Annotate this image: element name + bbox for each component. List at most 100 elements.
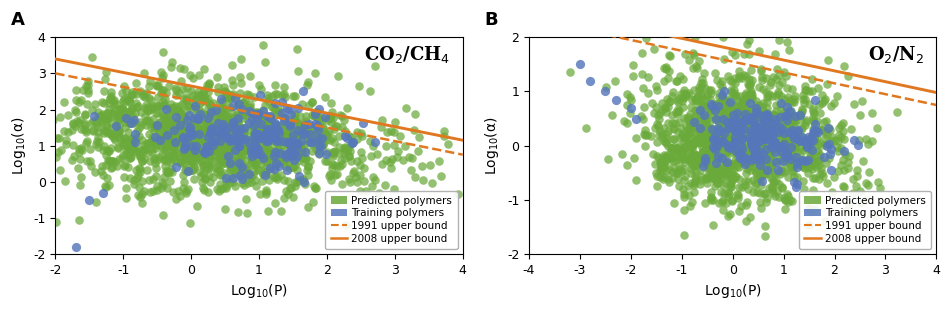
Point: [753, 206, 769, 210]
Point: [229, 112, 244, 117]
Point: [755, 129, 770, 134]
Point: [190, 93, 205, 98]
Point: [750, 111, 766, 116]
Point: [225, 121, 240, 126]
Point: [157, 124, 172, 129]
Point: [257, 148, 273, 153]
Point: [397, 143, 412, 148]
Point: [737, 149, 752, 154]
Point: [201, 148, 217, 153]
Point: [198, 129, 213, 134]
Point: [193, 135, 208, 140]
Point: [222, 149, 238, 154]
Point: [798, 119, 813, 124]
Point: [260, 208, 276, 213]
Point: [350, 159, 365, 164]
Point: [308, 146, 323, 151]
Point: [754, 148, 770, 153]
Point: [815, 100, 830, 105]
Point: [257, 145, 273, 150]
Point: [243, 155, 258, 160]
Point: [221, 144, 237, 149]
Point: [156, 126, 171, 131]
Point: [743, 89, 758, 94]
Point: [749, 159, 764, 164]
Point: [657, 159, 673, 164]
Point: [307, 113, 322, 118]
Point: [186, 116, 201, 121]
Point: [648, 170, 663, 175]
Point: [187, 151, 202, 156]
Point: [733, 126, 749, 131]
Point: [784, 199, 799, 204]
Point: [717, 115, 732, 120]
Point: [741, 51, 756, 56]
Point: [247, 178, 262, 183]
Point: [712, 90, 727, 95]
Point: [676, 233, 692, 238]
Point: [764, 147, 779, 152]
Point: [136, 146, 151, 151]
Point: [671, 106, 686, 111]
Point: [755, 155, 770, 160]
Point: [218, 134, 234, 139]
Point: [637, 128, 653, 133]
Point: [228, 127, 243, 132]
Point: [788, 94, 803, 99]
Point: [213, 138, 228, 143]
Point: [270, 149, 285, 154]
Point: [269, 140, 284, 144]
Point: [182, 144, 198, 149]
Point: [698, 131, 713, 136]
Point: [819, 82, 834, 87]
Point: [723, 115, 738, 120]
Point: [228, 95, 243, 100]
Point: [253, 117, 268, 122]
Point: [700, 125, 715, 130]
Point: [732, 177, 747, 182]
Point: [191, 147, 206, 152]
Point: [194, 93, 209, 98]
Point: [282, 107, 297, 112]
Point: [702, 148, 717, 153]
Point: [304, 113, 319, 117]
Point: [266, 129, 281, 134]
Point: [192, 107, 207, 112]
Point: [750, 110, 766, 115]
Point: [292, 127, 307, 132]
Point: [246, 162, 261, 167]
Point: [619, 91, 635, 96]
Point: [212, 172, 227, 177]
Point: [812, 126, 827, 131]
Point: [668, 121, 683, 126]
Point: [168, 159, 183, 164]
Point: [852, 112, 867, 117]
Point: [726, 118, 741, 123]
Point: [700, 156, 715, 161]
Point: [750, 142, 766, 147]
Point: [826, 100, 842, 105]
Point: [274, 136, 289, 141]
Point: [215, 140, 230, 145]
Point: [690, 135, 705, 140]
Point: [723, 125, 738, 130]
Point: [125, 114, 141, 119]
Point: [291, 128, 306, 133]
Point: [220, 135, 236, 140]
Point: [207, 136, 222, 141]
Point: [654, 101, 669, 106]
Point: [73, 126, 88, 131]
Point: [731, 157, 746, 162]
Point: [119, 196, 134, 201]
Point: [197, 151, 212, 156]
Point: [717, 143, 732, 148]
Point: [676, 139, 692, 144]
Point: [752, 175, 768, 180]
Point: [763, 155, 778, 160]
Point: [776, 158, 791, 163]
Point: [246, 95, 261, 100]
Point: [249, 131, 264, 136]
Legend: Predicted polymers, Training polymers, 1991 upper bound, 2008 upper bound: Predicted polymers, Training polymers, 1…: [326, 191, 458, 249]
Point: [750, 158, 765, 163]
Point: [765, 147, 780, 152]
